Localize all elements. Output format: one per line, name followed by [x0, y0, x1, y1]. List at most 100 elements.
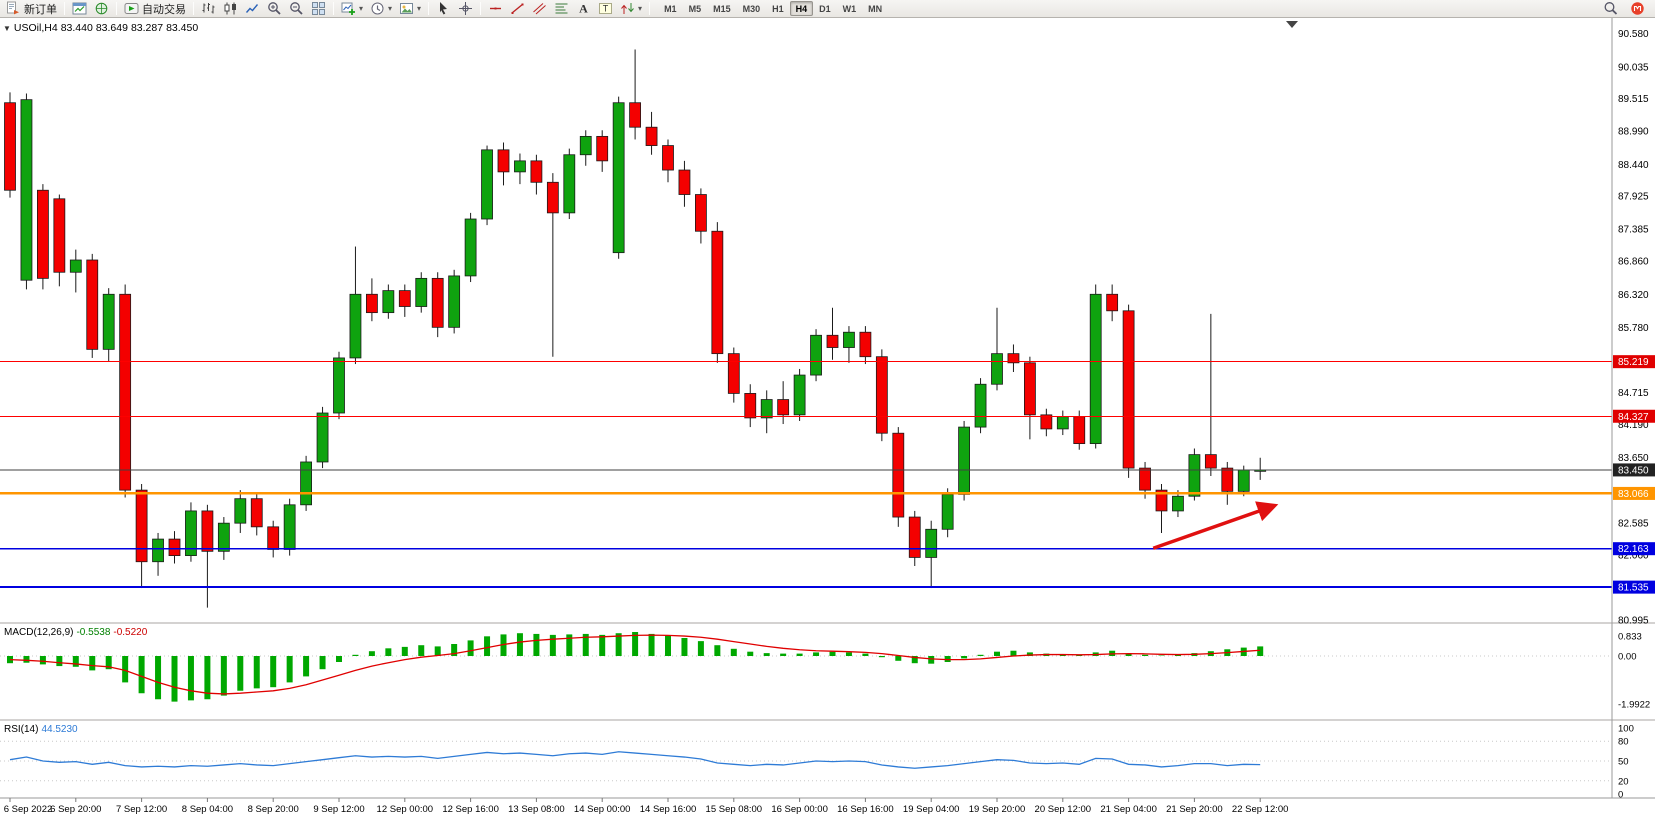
toolbar-separator	[116, 2, 117, 15]
candle-body-down	[1221, 467, 1234, 492]
candle-body-up	[382, 290, 395, 314]
horizontal-line-tool-button[interactable]	[485, 1, 506, 17]
price-axis-label: 90.580	[1618, 29, 1649, 40]
channel-tool-button[interactable]	[529, 1, 550, 17]
candle-body-up	[925, 528, 938, 558]
timeframe-h4[interactable]: H4	[789, 1, 814, 16]
candle-body-up	[843, 331, 855, 348]
candle-body-down	[86, 259, 99, 350]
price-axis[interactable]	[1612, 18, 1655, 798]
price-axis-label: 84.715	[1618, 388, 1649, 399]
mql5-community-icon	[1630, 1, 1645, 16]
candle-body-up	[283, 504, 296, 550]
fibonacci-icon	[554, 1, 569, 16]
candle-body-down	[497, 149, 510, 173]
chart-window[interactable]: 90.580 90.035 89.515 88.990 88.440 87.925 87.3…	[0, 18, 1655, 820]
candle-body-down	[431, 277, 444, 328]
trendline-tool-button[interactable]	[507, 1, 528, 17]
candle-body-down	[546, 181, 559, 214]
rsi-axis-label: 80	[1618, 737, 1629, 748]
timeframe-m15[interactable]: M15	[713, 4, 731, 14]
rsi-name: RSI(14)	[4, 724, 39, 735]
one-click-collapse-icon[interactable]: ▼	[3, 24, 11, 33]
candle-body-down	[859, 331, 872, 358]
candle-body-down	[777, 399, 790, 416]
candle-body-up	[1056, 416, 1069, 430]
time-axis-label: 12 Sep 00:00	[377, 804, 434, 815]
rsi-axis-label: 50	[1618, 757, 1629, 768]
macd-indicator-label: MACD(12,26,9) -0.5538 -0.5220	[4, 627, 150, 638]
quote-open: 83.440	[60, 22, 93, 34]
timeframe-w1[interactable]: W1	[842, 4, 857, 14]
candle-body-down	[1155, 489, 1168, 512]
tile-windows-button[interactable]	[308, 1, 329, 17]
price-badge-81.535	[1613, 580, 1655, 594]
new-order-label: 新订单	[24, 3, 57, 16]
candle-body-up	[974, 383, 987, 428]
price-badge-label: 83.066	[1618, 489, 1649, 500]
navigator-button[interactable]	[91, 1, 112, 17]
rsi-line	[9, 751, 1261, 769]
rsi-indicator-label: RSI(14) 44.5230	[4, 724, 81, 735]
text-label-tool-button[interactable]: T	[595, 1, 616, 17]
candles-layer	[4, 49, 1267, 608]
time-axis-label: 6 Sep 2022	[4, 804, 53, 815]
price-axis-label: 87.925	[1618, 192, 1649, 203]
periods-button[interactable]: ▾	[367, 1, 395, 17]
candle-body-down	[119, 293, 132, 491]
candle-body-down	[826, 334, 839, 348]
tile-windows-icon	[311, 1, 326, 16]
arrows-tool-button[interactable]: ▾	[617, 1, 645, 17]
price-axis-label: 83.650	[1618, 453, 1649, 464]
candle-body-up	[991, 353, 1003, 385]
price-badge-label: 85.219	[1618, 357, 1649, 368]
candle-body-up	[760, 399, 773, 419]
candle-body-down	[267, 526, 280, 550]
new-chart-button[interactable]: ▾	[338, 1, 366, 17]
zoom-out-button[interactable]	[286, 1, 307, 17]
chart-shift-marker[interactable]	[1286, 21, 1298, 28]
new-order-button[interactable]: 新订单	[3, 1, 60, 17]
price-badge-85.219	[1613, 355, 1655, 369]
candlestick-icon	[223, 1, 238, 16]
template-button[interactable]: ▾	[396, 1, 424, 17]
time-axis-label: 22 Sep 12:00	[1232, 804, 1289, 815]
bar-chart-mode-button[interactable]	[198, 1, 219, 17]
search-button[interactable]	[1600, 1, 1621, 17]
zoom-in-button[interactable]	[264, 1, 285, 17]
chevron-down-icon: ▾	[388, 4, 393, 13]
chart-canvas[interactable]: 90.580 90.035 89.515 88.990 88.440 87.925 87.3…	[0, 18, 1655, 820]
candle-body-up	[793, 374, 806, 416]
price-axis-label: 86.320	[1618, 290, 1649, 301]
cursor-tool-button[interactable]	[433, 1, 454, 17]
candle-body-down	[530, 160, 543, 183]
fibonacci-tool-button[interactable]	[551, 1, 572, 17]
trend-arrow-annotation[interactable]	[1152, 501, 1279, 550]
macd-name: MACD(12,26,9)	[4, 627, 74, 638]
candlestick-mode-button[interactable]	[220, 1, 241, 17]
price-axis-label: 86.860	[1618, 257, 1649, 268]
timeframe-mn[interactable]: MN	[868, 4, 883, 14]
timeframe-m1[interactable]: M1	[664, 4, 677, 14]
bar-chart-icon	[201, 1, 216, 16]
time-axis-label: 14 Sep 16:00	[640, 804, 697, 815]
price-badge-label: 81.535	[1618, 583, 1649, 594]
market-watch-button[interactable]	[69, 1, 90, 17]
timeframe-d1[interactable]: D1	[819, 4, 831, 14]
price-badge-label: 82.163	[1618, 544, 1649, 555]
candle-body-down	[4, 102, 16, 191]
candle-body-down	[678, 169, 691, 195]
timeframe-h1[interactable]: H1	[772, 4, 784, 14]
timeframe-m5[interactable]: M5	[688, 4, 702, 14]
autotrading-button[interactable]: 自动交易	[121, 1, 189, 17]
new-chart-icon	[341, 1, 356, 16]
candle-body-down	[711, 230, 724, 355]
community-button[interactable]	[1627, 1, 1648, 17]
text-tool-button[interactable]: A	[573, 1, 594, 17]
time-axis[interactable]	[0, 798, 1655, 820]
toolbar-separator	[649, 2, 651, 15]
line-chart-mode-button[interactable]	[242, 1, 263, 17]
candle-body-up	[185, 510, 197, 557]
crosshair-tool-button[interactable]	[455, 1, 476, 17]
timeframe-m30[interactable]: M30	[742, 4, 761, 14]
